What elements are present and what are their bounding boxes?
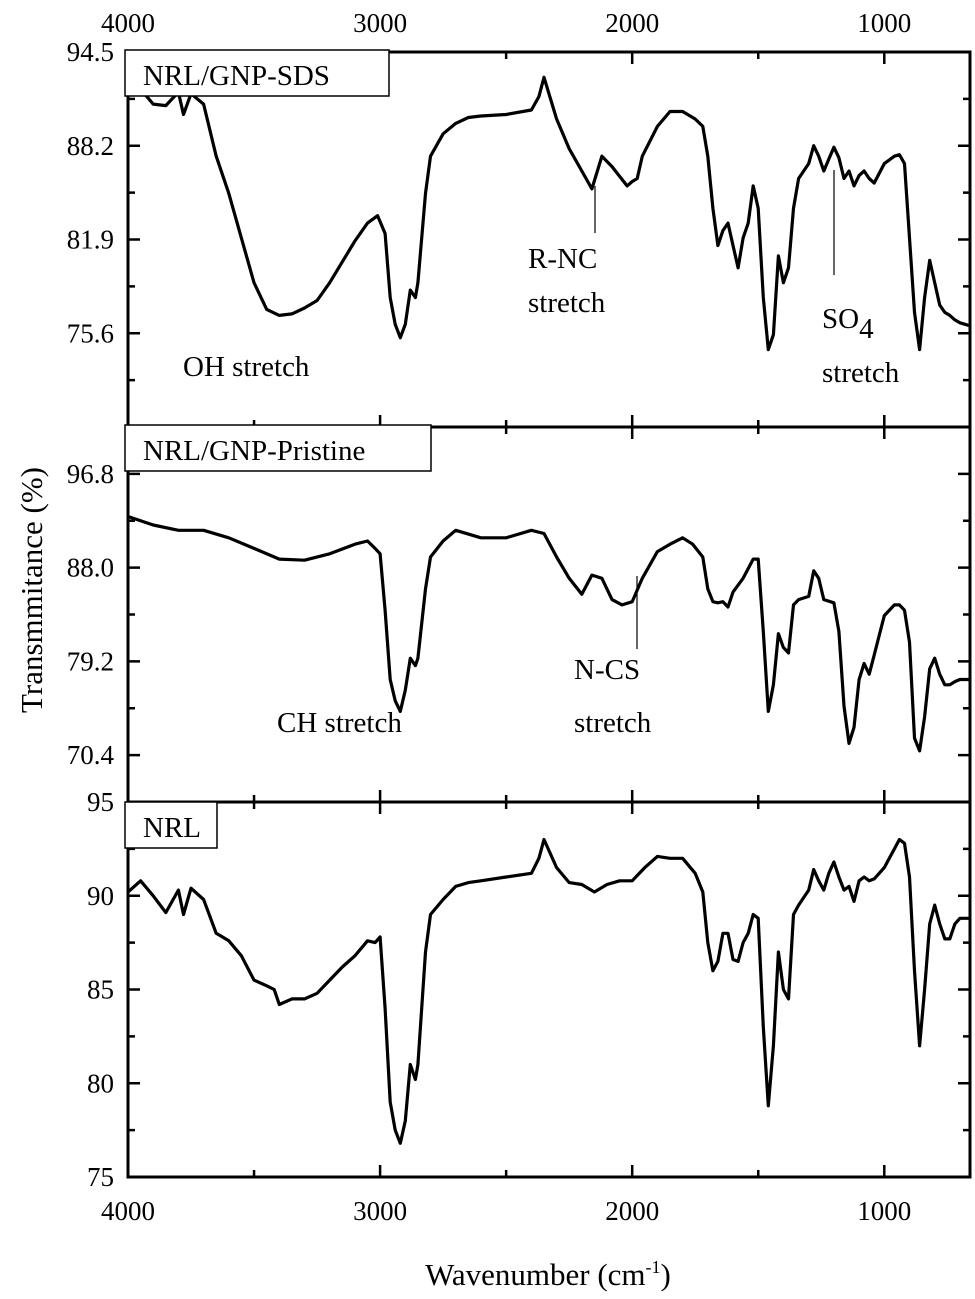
y-tick-label: 95 — [87, 787, 114, 817]
panel-label: NRL/GNP-Pristine — [124, 424, 432, 472]
annotation-ncs-stretch: stretch — [574, 707, 652, 739]
y-tick-label: 88.0 — [67, 553, 114, 583]
panels-group: 94.5 88.2 81.9 75.6 NRL/GNP-SDS 96.8 88.0 79.2 7… — [67, 37, 972, 1192]
spectrum-line — [127, 514, 970, 753]
y-tick-label: 75 — [87, 1162, 114, 1192]
x-tick-label-bottom: 2000 — [605, 1196, 659, 1226]
annotation-oh-stretch: OH stretch — [183, 351, 310, 383]
y-tick-label: 80 — [87, 1068, 114, 1098]
panel-label-text: NRL/GNP-Pristine — [143, 435, 365, 467]
panel-label: NRL/GNP-SDS — [124, 49, 390, 97]
x-axis-title-main: Wavenumber (cm — [425, 1257, 645, 1292]
top-x-axis-labels: 4000 3000 2000 1000 — [101, 8, 911, 38]
y-tick-label: 90 — [87, 881, 114, 911]
y-tick-label: 81.9 — [67, 225, 114, 255]
annotation-rnc: R-NC — [528, 243, 597, 275]
panel-nrl-gnp-pristine: 96.8 88.0 79.2 70.4 NRL/GNP-Pristine — [67, 424, 972, 804]
x-tick-label-top: 1000 — [857, 8, 911, 38]
x-tick-label-bottom: 4000 — [101, 1196, 155, 1226]
panel-nrl: 95 90 85 80 75 NRL — [87, 787, 972, 1192]
spectrum-line — [127, 75, 971, 352]
y-tick-label: 96.8 — [67, 459, 114, 489]
plot-frame — [126, 425, 972, 804]
annotation-ch-stretch: CH stretch — [277, 707, 402, 739]
panel-nrl-gnp-sds: 94.5 88.2 81.9 75.6 NRL/GNP-SDS — [67, 37, 972, 429]
x-axis-title: Wavenumber (cm-1) — [425, 1257, 671, 1292]
x-tick-label-top: 3000 — [353, 8, 407, 38]
bottom-x-axis-labels: 4000 3000 2000 1000 — [101, 1196, 911, 1226]
x-tick-label-bottom: 1000 — [857, 1196, 911, 1226]
x-axis-title-superscript: -1 — [646, 1257, 661, 1277]
x-axis-title-close: ) — [661, 1257, 671, 1292]
x-tick-label-top: 2000 — [605, 8, 659, 38]
panel-label-text: NRL/GNP-SDS — [143, 60, 330, 92]
panel-label-text: NRL — [143, 812, 201, 844]
y-axis-title: Transmmitance (%) — [14, 467, 49, 713]
x-tick-label-top: 4000 — [101, 8, 155, 38]
y-tick-label: 85 — [87, 975, 114, 1005]
x-tick-label-bottom: 3000 — [353, 1196, 407, 1226]
spectrum-line — [126, 837, 970, 1145]
y-tick-label: 79.2 — [67, 646, 114, 676]
annotation-rnc-stretch: stretch — [528, 287, 606, 319]
annotation-so4: SO4 — [822, 303, 874, 345]
y-tick-label: 70.4 — [67, 740, 115, 770]
y-tick-label: 75.6 — [67, 318, 114, 348]
plot-frame — [126, 800, 972, 1179]
annotation-ncs: N-CS — [574, 654, 640, 686]
annotation-so4-stretch: stretch — [822, 357, 900, 389]
y-tick-label: 88.2 — [67, 131, 114, 161]
y-tick-label: 94.5 — [67, 37, 114, 67]
panel-label: NRL — [124, 801, 218, 849]
